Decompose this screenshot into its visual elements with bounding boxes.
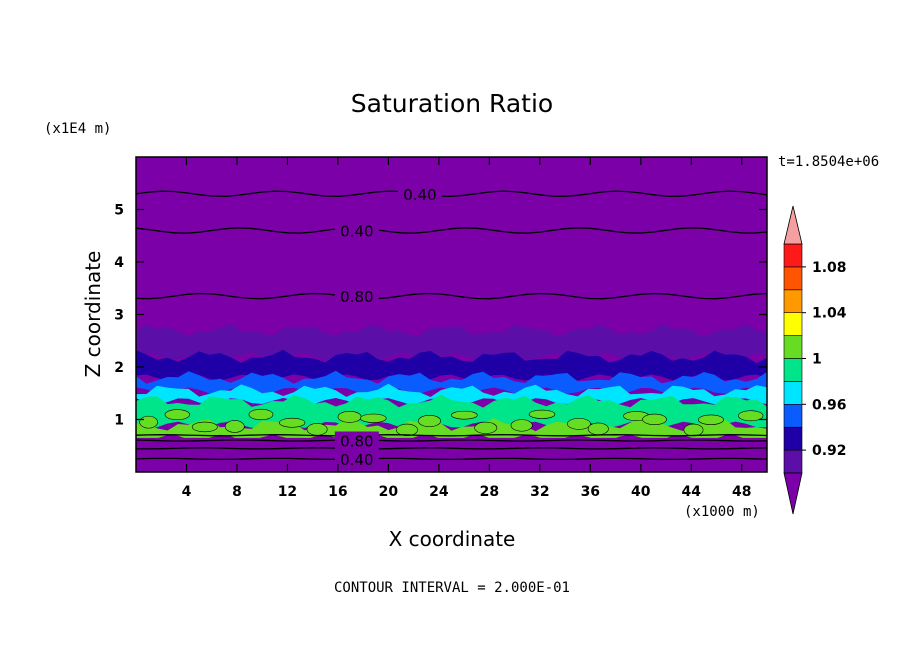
y-tick-label: 4	[114, 255, 124, 271]
contour-labels: 0.400.400.800.800.40	[334, 184, 442, 469]
contour-line	[135, 227, 768, 234]
colorbar-under-arrow	[783, 472, 803, 515]
contour-interval-label: CONTOUR INTERVAL = 2.000E-01	[334, 580, 570, 596]
colorbar: 0.92 0.96 1 1.04 1.08	[783, 205, 847, 515]
colorbar-segment	[783, 266, 803, 291]
x-tick-label: 40	[631, 484, 651, 500]
saturated-patch	[451, 410, 478, 420]
contour-label-bg	[334, 449, 379, 468]
contour-label: 0.40	[340, 223, 373, 241]
x-tick-label: 24	[429, 484, 449, 500]
colorbar-segment	[783, 403, 803, 428]
band-fill	[136, 349, 767, 381]
y-axis-ticks: 1 2 3 4 5	[114, 203, 767, 429]
contour-label-bg	[334, 221, 379, 240]
contour-line	[135, 434, 768, 437]
saturated-patch	[567, 418, 591, 430]
saturated-patch	[306, 423, 328, 436]
y-axis-title: Z coordinate	[81, 251, 105, 378]
saturated-patch	[164, 409, 190, 421]
lower-layer	[136, 437, 767, 472]
saturated-patch	[191, 421, 218, 433]
colorbar-tick-label: 1	[812, 352, 822, 368]
x-tick-label: 16	[328, 484, 347, 500]
x-tick-label: 32	[530, 484, 549, 500]
x-axis-title: X coordinate	[389, 527, 516, 551]
x-tick-label: 28	[480, 484, 499, 500]
contour-line	[135, 447, 768, 450]
contour-label: 0.40	[403, 186, 436, 204]
colorbar-tick-label: 1.04	[812, 306, 847, 322]
time-label: t=1.8504e+06	[778, 154, 879, 170]
contour-label-bg	[397, 184, 442, 203]
contour-label: 0.40	[340, 451, 373, 469]
saturated-patch	[697, 414, 724, 425]
contour-line	[135, 457, 768, 461]
x-tick-label: 4	[182, 484, 192, 500]
saturated-patch	[738, 410, 764, 422]
x-tick-label: 20	[379, 484, 399, 500]
x-tick-label: 44	[682, 484, 702, 500]
colorbar-segment	[783, 381, 803, 405]
contour-label-bg	[334, 431, 379, 450]
contour-line	[135, 292, 768, 300]
moisture-bands	[136, 323, 767, 472]
colorbar-tick-label: 1.08	[812, 260, 847, 276]
saturated-patch	[528, 409, 556, 419]
saturated-patch	[360, 413, 387, 423]
saturated-patch	[510, 419, 533, 432]
y-tick-label: 2	[114, 360, 124, 376]
contour-label: 0.80	[340, 288, 373, 306]
saturated-patch	[683, 423, 704, 437]
x-axis-ticks: 4 8 12 16 20 24 28 32 36 40 44 48	[182, 157, 752, 500]
x-tick-label: 48	[732, 484, 751, 500]
saturated-patch	[587, 422, 609, 436]
colorbar-over-arrow	[783, 205, 803, 245]
colorbar-segment	[783, 426, 803, 451]
saturated-patch	[248, 408, 274, 421]
colorbar-tick-label: 0.96	[812, 397, 847, 413]
colorbar-segment	[783, 449, 803, 474]
saturated-patch	[279, 417, 306, 428]
colorbar-segment	[783, 312, 803, 336]
x-tick-label: 36	[581, 484, 600, 500]
y-unit-label: (x1E4 m)	[44, 121, 111, 137]
chart-title: Saturation Ratio	[351, 89, 553, 118]
x-unit-label: (x1000 m)	[684, 504, 760, 520]
band-fill	[136, 323, 767, 360]
saturated-patch	[337, 411, 362, 423]
colorbar-segment	[783, 358, 803, 382]
y-tick-label: 3	[114, 308, 124, 324]
plot-area: 0.400.400.800.800.40 4 8 12 16 20 24 28 32 36 40 4…	[114, 156, 768, 500]
saturated-patch	[224, 420, 245, 433]
y-tick-label: 1	[114, 413, 124, 429]
colorbar-segment	[783, 335, 803, 359]
colorbar-segment	[783, 243, 803, 268]
contour-line	[135, 439, 768, 442]
saturated-patch	[395, 423, 418, 436]
colorbar-tick-label: 0.92	[812, 443, 847, 459]
colorbar-segment	[783, 289, 803, 313]
x-tick-label: 12	[278, 484, 297, 500]
saturated-patch	[642, 413, 667, 425]
saturated-patch	[139, 415, 158, 429]
contour-label: 0.80	[340, 433, 373, 451]
saturated-patch	[418, 414, 441, 427]
contour-lines	[135, 190, 768, 461]
x-tick-label: 8	[232, 484, 242, 500]
contour-label-bg	[334, 287, 379, 306]
saturated-patch	[474, 421, 498, 434]
y-tick-label: 5	[114, 203, 124, 219]
contour-line	[135, 190, 768, 197]
